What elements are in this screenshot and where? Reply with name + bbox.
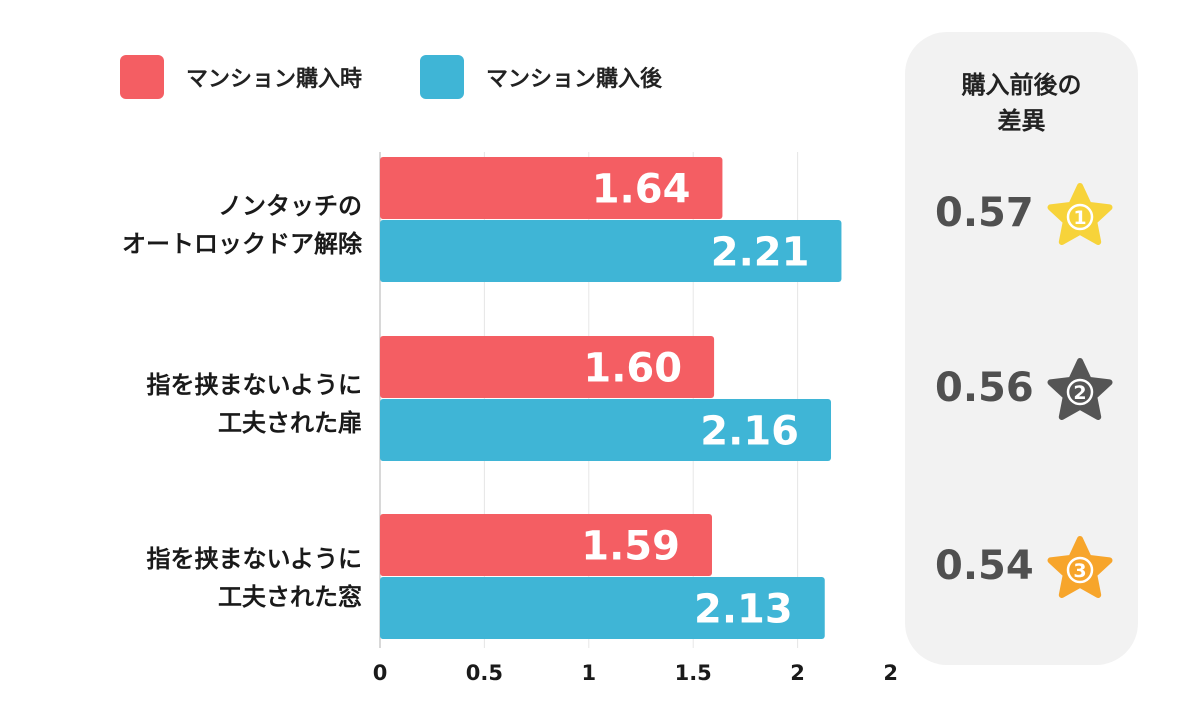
panel-title-line2: 差異 — [997, 107, 1046, 135]
star-orange-icon: 3 — [1047, 536, 1113, 598]
category-label-1-line2: オートロックドア解除 — [122, 230, 362, 258]
bar-label-after-3: 2.13 — [694, 587, 793, 633]
legend-swatch-after — [420, 55, 465, 99]
legend-label-before: マンション購入時 — [186, 67, 363, 92]
rank-1-number: 1 — [1073, 207, 1086, 229]
bar-label-after-2: 2.16 — [700, 409, 799, 455]
x-tick-label-0: 0 — [373, 661, 388, 685]
panel-title: 購入前後の 差異 — [905, 67, 1138, 139]
rank-2-number: 2 — [1073, 382, 1086, 404]
legend-label-after: マンション購入後 — [486, 67, 663, 92]
category-label-2-line1: 指を挟まないように — [146, 371, 362, 399]
x-tick-label-3: 1.5 — [675, 661, 712, 685]
bar-after-1 — [380, 220, 842, 282]
star-dark-icon: 2 — [1047, 358, 1113, 420]
category-label-2: 指を挟まないように 工夫された扉 — [22, 366, 362, 442]
category-label-3: 指を挟まないように 工夫された窓 — [22, 540, 362, 616]
bar-before-2 — [380, 336, 715, 398]
star-gold-icon: 1 — [1047, 183, 1113, 245]
legend-swatch-before — [120, 55, 164, 99]
x-tick-label-4: 2 — [790, 661, 805, 685]
bar-label-before-2: 1.60 — [583, 346, 682, 392]
bar-after-2 — [380, 399, 832, 461]
category-label-3-line1: 指を挟まないように — [146, 545, 362, 573]
bar-chart: 0 0.5 1 1.5 2 2.5 1.64 1.60 1.59 2.21 2.16 2.13 — [373, 152, 900, 685]
legend: マンション購入時 マンション購入後 — [120, 55, 720, 99]
difference-row-1: 0.57 1 — [905, 182, 1138, 252]
legend-item-after: マンション購入後 — [420, 55, 662, 99]
category-label-1: ノンタッチの オートロックドア解除 — [22, 187, 362, 263]
bar-before-3 — [380, 514, 712, 576]
difference-panel: 購入前後の 差異 0.57 1 0.56 2 0.54 3 — [905, 32, 1138, 665]
difference-value-3: 0.54 — [935, 543, 1034, 589]
category-label-3-line2: 工夫された窓 — [218, 583, 362, 611]
difference-row-3: 0.54 3 — [905, 535, 1138, 605]
bar-label-before-1: 1.64 — [592, 167, 691, 213]
bar-label-after-1: 2.21 — [711, 230, 810, 276]
bar-after-3 — [380, 577, 825, 639]
bar-label-before-3: 1.59 — [581, 524, 680, 570]
category-label-2-line2: 工夫された扉 — [218, 409, 362, 437]
category-label-1-line1: ノンタッチの — [218, 192, 362, 220]
rank-3-number: 3 — [1073, 560, 1086, 582]
x-tick-label-1: 0.5 — [466, 661, 503, 685]
difference-value-2: 0.56 — [935, 365, 1034, 411]
legend-item-before: マンション購入時 — [120, 55, 362, 99]
panel-title-line1: 購入前後の — [961, 71, 1082, 99]
difference-row-2: 0.56 2 — [905, 357, 1138, 427]
x-tick-label-5: 2.5 — [883, 661, 900, 685]
x-tick-label-2: 1 — [581, 661, 596, 685]
difference-value-1: 0.57 — [935, 190, 1034, 236]
bar-before-1 — [380, 157, 723, 219]
